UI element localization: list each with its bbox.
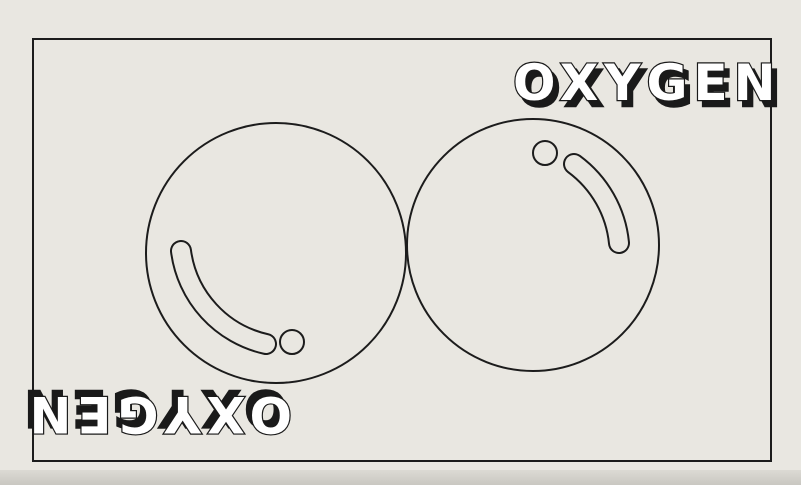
label-top-shadow: OXYGEN bbox=[518, 60, 787, 118]
label-top-text: OXYGEN bbox=[513, 54, 782, 112]
left-atom-circle bbox=[145, 122, 407, 384]
label-top-right: OXYGEN OXYGEN bbox=[512, 53, 787, 119]
left-atom bbox=[145, 122, 407, 384]
right-atom-highlight-dot bbox=[532, 140, 558, 166]
left-atom-highlight-dot bbox=[279, 329, 305, 355]
card-edge-shadow bbox=[0, 470, 801, 485]
label-bottom-text: OXYGEN bbox=[23, 385, 292, 443]
label-bottom-shadow: OXYGEN bbox=[18, 379, 287, 437]
right-atom-circle bbox=[406, 118, 660, 372]
label-bottom-left: OXYGEN OXYGEN bbox=[17, 378, 293, 444]
card-border-frame bbox=[32, 38, 772, 462]
right-atom bbox=[406, 118, 660, 372]
